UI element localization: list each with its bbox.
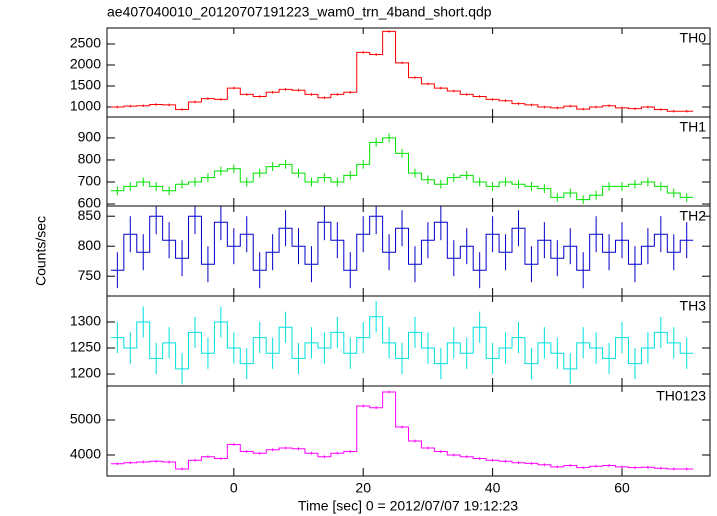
panel-label: TH2	[680, 208, 707, 224]
step-line	[110, 316, 694, 370]
x-tick-label: 20	[355, 480, 371, 496]
y-tick-label: 1000	[70, 98, 101, 114]
y-tick-label: 5000	[70, 411, 101, 427]
panel-label: TH3	[680, 298, 707, 314]
y-tick-label: 1200	[70, 365, 101, 381]
y-tick-label: 700	[78, 173, 102, 189]
y-tick-label: 2000	[70, 56, 101, 72]
step-line	[110, 137, 694, 201]
step-line	[110, 215, 694, 271]
panel-label: TH0123	[656, 388, 706, 404]
y-axis-label: Counts/sec	[33, 216, 49, 286]
x-tick-label: 40	[485, 480, 501, 496]
y-tick-label: 900	[78, 129, 102, 145]
panel-frame	[106, 385, 711, 477]
y-tick-label: 4000	[70, 446, 101, 462]
y-tick-label: 1300	[70, 313, 101, 329]
x-tick-label: 60	[614, 480, 630, 496]
step-line	[110, 30, 694, 112]
chart-title: ae407040010_20120707191223_wam0_trn_4ban…	[107, 4, 492, 20]
y-tick-label: 1250	[70, 339, 101, 355]
y-tick-label: 750	[78, 267, 102, 283]
y-tick-label: 2500	[70, 35, 101, 51]
x-axis-label: Time [sec] 0 = 2012/07/07 19:12:23	[298, 498, 518, 514]
panel-label: TH0	[680, 30, 707, 46]
step-line	[110, 391, 694, 470]
panel-label: TH1	[680, 119, 707, 135]
x-tick-label: 0	[230, 480, 238, 496]
y-tick-label: 800	[78, 237, 102, 253]
y-tick-label: 600	[78, 195, 102, 211]
y-tick-label: 800	[78, 151, 102, 167]
y-tick-label: 1500	[70, 77, 101, 93]
y-tick-label: 850	[78, 207, 102, 223]
